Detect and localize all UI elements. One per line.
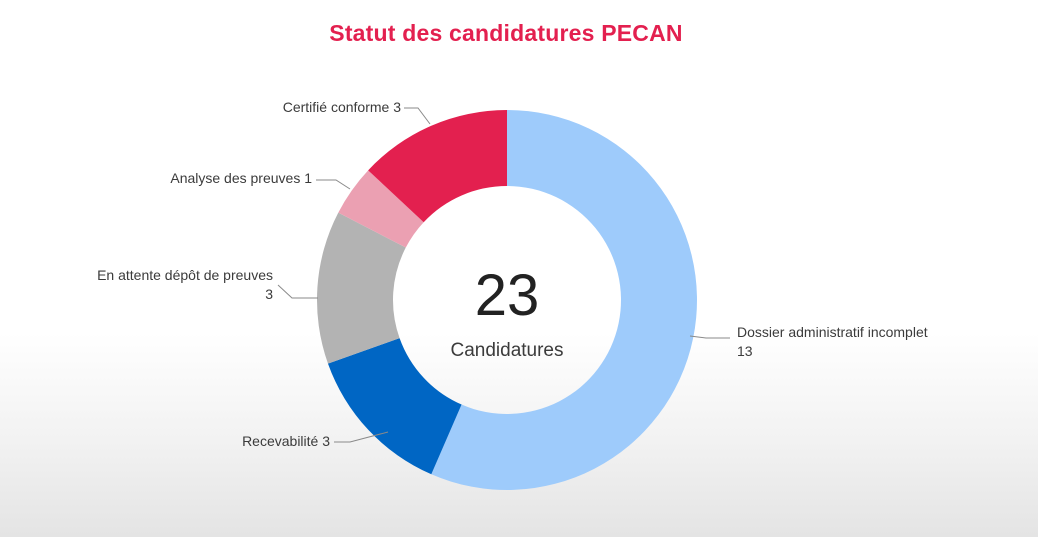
slice-certifie-conforme[interactable] xyxy=(368,110,507,223)
chart-title: Statut des candidatures PECAN xyxy=(329,20,683,46)
slice-dossier-administratif-incomplet[interactable] xyxy=(431,110,697,490)
slice-value-en-attente-depot-de-preuves: 3 xyxy=(265,286,273,302)
slice-label-certifie-conforme: Certifié conforme 3 xyxy=(283,99,401,115)
slice-label-analyse-des-preuves: Analyse des preuves 1 xyxy=(170,170,312,186)
slice-labels: Dossier administratif incomplet 13 Recevab… xyxy=(97,99,928,449)
leader-line-dossier-administratif-incomplet xyxy=(689,335,730,339)
slice-analyse-des-preuves[interactable] xyxy=(338,170,424,248)
center-total-label: Candidatures xyxy=(450,340,563,361)
slice-recevabilite[interactable] xyxy=(327,338,462,475)
leader-line-analyse-des-preuves xyxy=(316,179,351,190)
leader-line-recevabilite xyxy=(334,431,389,443)
donut-slices xyxy=(317,110,697,490)
slice-value-dossier-administratif-incomplet: 13 xyxy=(737,343,753,359)
center-total-value: 23 xyxy=(475,263,540,328)
leader-lines xyxy=(277,107,730,443)
slice-label-recevabilite: Recevabilité 3 xyxy=(242,433,330,449)
slice-label-dossier-administratif-incomplet: Dossier administratif incomplet xyxy=(737,324,928,340)
slice-en-attente-depot-de-preuves[interactable] xyxy=(317,212,406,364)
leader-line-certifie-conforme xyxy=(404,107,431,125)
leader-line-en-attente-depot-de-preuves xyxy=(277,284,318,299)
slice-label-en-attente-depot-de-preuves: En attente dépôt de preuves xyxy=(97,267,273,283)
